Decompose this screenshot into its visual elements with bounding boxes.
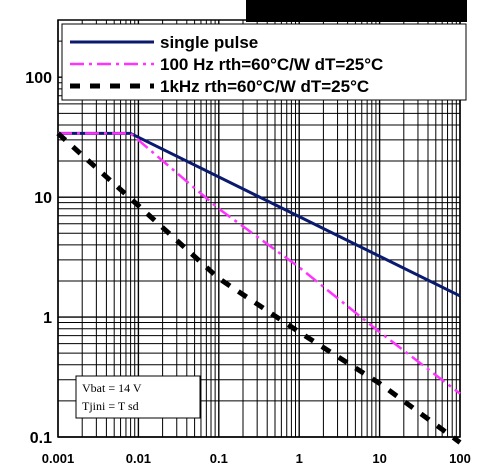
series-line xyxy=(58,132,461,395)
y-tick-label: 10 xyxy=(34,190,52,207)
x-tick-label: 1 xyxy=(296,451,303,466)
x-tick-label: 0.01 xyxy=(126,451,151,466)
y-tick-label: 1 xyxy=(43,310,52,327)
x-tick-label: 0.1 xyxy=(210,451,228,466)
note-line: Vbat = 14 V xyxy=(82,381,142,395)
legend-label: single pulse xyxy=(160,33,258,52)
conditions-note: Vbat = 14 V Tjini = T sd xyxy=(75,375,201,419)
x-tick-label: 100 xyxy=(449,451,471,466)
note-line: Tjini = T sd xyxy=(82,399,139,413)
series-line xyxy=(56,131,462,445)
series-lines xyxy=(56,131,462,445)
series-line xyxy=(58,131,461,298)
note-box xyxy=(75,375,201,419)
legend-label: 1kHz rth=60°C/W dT=25°C xyxy=(160,77,369,96)
axis-tick-labels: 0.001 0.01 0.1 1 10 100 0.1 1 10 100 xyxy=(25,70,471,466)
y-tick-label: 100 xyxy=(25,70,52,87)
legend-header-bar xyxy=(246,0,467,22)
legend-label: 100 Hz rth=60°C/W dT=25°C xyxy=(160,55,383,74)
legend: single pulse 100 Hz rth=60°C/W dT=25°C 1kH… xyxy=(61,0,467,101)
legend-box xyxy=(61,23,467,101)
x-tick-label: 0.001 xyxy=(42,451,75,466)
y-tick-label: 0.1 xyxy=(30,430,52,447)
x-tick-label: 10 xyxy=(372,451,386,466)
